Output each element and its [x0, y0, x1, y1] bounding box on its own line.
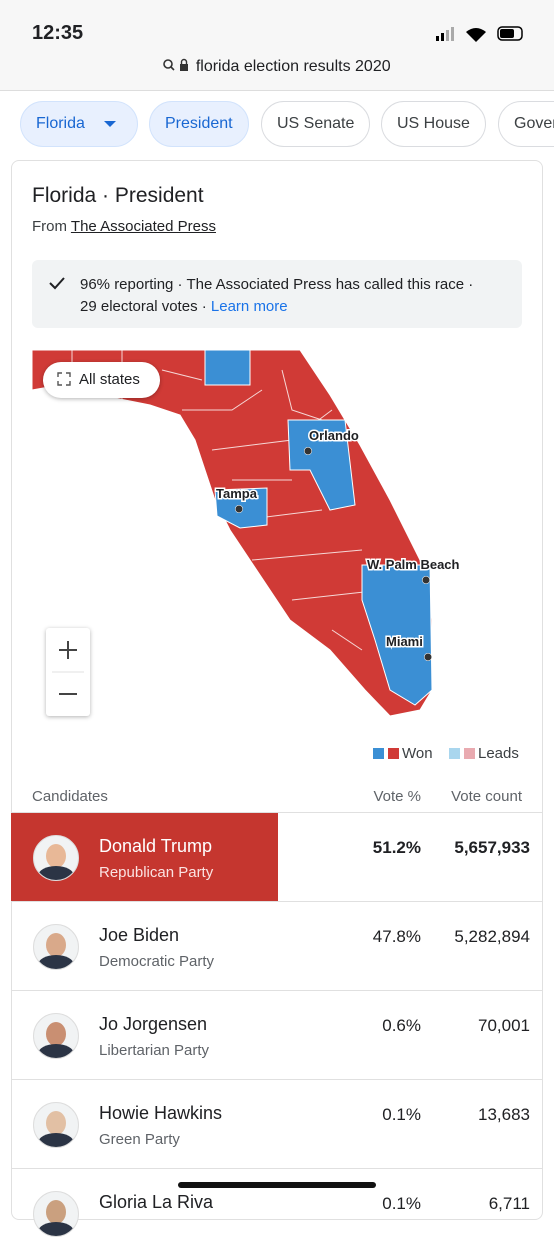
- column-header: Vote %: [373, 788, 421, 805]
- avatar-face: [46, 1200, 66, 1224]
- avatar: [33, 1102, 79, 1148]
- avatar-body: [38, 1133, 74, 1147]
- avatar-body: [38, 955, 74, 969]
- home-indicator: [178, 1182, 376, 1188]
- learn-more-link[interactable]: Learn more: [210, 298, 288, 315]
- party: Green Party: [99, 1131, 180, 1148]
- browser-chrome: [0, 0, 554, 91]
- expand-icon: [57, 372, 71, 386]
- avatar: [33, 1191, 79, 1237]
- dropdown-arrow: [103, 121, 116, 127]
- column-header: Vote count: [451, 788, 522, 805]
- tab[interactable]: President: [149, 101, 249, 147]
- avatar-face: [46, 933, 66, 957]
- all-states-button[interactable]: All states: [43, 362, 160, 398]
- url: florida election results 2020: [195, 58, 391, 75]
- avatar-face: [46, 1022, 66, 1046]
- vote-count: 13,683: [478, 1105, 530, 1124]
- source: From The Associated Press: [32, 218, 216, 235]
- avatar-face: [46, 844, 66, 868]
- candidate-row: Howie Hawkins Green Party 0.1% 13,683: [11, 1079, 543, 1169]
- city-label: Orlando: [309, 428, 359, 443]
- notice: [32, 260, 522, 328]
- candidate-name: Jo Jorgensen: [99, 1014, 208, 1034]
- avatar-body: [38, 866, 74, 880]
- tab[interactable]: Gover: [498, 101, 554, 147]
- card-title: Florida · President: [32, 184, 204, 207]
- address-bar[interactable]: florida election results 2020: [0, 58, 554, 76]
- avatar-body: [38, 1222, 74, 1236]
- vote-percent: 0.1%: [382, 1194, 421, 1213]
- all-states-label: All states: [79, 371, 140, 388]
- notice-line: 96% reporting · The Associated Press has…: [80, 276, 474, 293]
- column-header: Candidates: [32, 788, 108, 805]
- city-label: W. Palm Beach: [367, 557, 460, 572]
- candidate-name: Donald Trump: [99, 836, 213, 856]
- zoom-icons[interactable]: [46, 628, 90, 716]
- tab[interactable]: US Senate: [261, 101, 371, 147]
- avatar-body: [38, 1044, 74, 1058]
- party: Libertarian Party: [99, 1042, 210, 1059]
- candidate-name: Howie Hawkins: [99, 1103, 223, 1123]
- tab[interactable]: Florida: [20, 101, 138, 147]
- zoom-controls: [46, 628, 90, 716]
- legend-label: Leads: [478, 745, 519, 762]
- notice-text: 96% reporting · The Associated Press has…: [80, 274, 473, 318]
- map: Orlando Tampa W. Palm Beach Miami: [32, 350, 461, 717]
- party: Democratic Party: [99, 953, 215, 970]
- city-label: Miami: [386, 634, 423, 649]
- status-icons: [436, 26, 523, 42]
- tab-label: Florida: [36, 115, 85, 132]
- party: Republican Party: [99, 864, 214, 881]
- candidate-name: Gloria La Riva: [99, 1192, 214, 1212]
- clock: 12:35: [32, 22, 84, 44]
- candidate-row: Donald Trump Republican Party 51.2% 5,657,9…: [11, 812, 543, 902]
- source-link[interactable]: The Associated Press: [70, 218, 216, 235]
- legend-label: Won: [402, 745, 433, 762]
- notice-line: 29 electoral votes ·: [80, 298, 207, 315]
- won-swatch: [373, 748, 399, 759]
- vote-percent: 47.8%: [372, 927, 421, 946]
- vote-count: 5,657,933: [454, 838, 530, 857]
- check-icon: [49, 277, 65, 290]
- city-label: Tampa: [216, 486, 258, 501]
- avatar: [33, 1013, 79, 1059]
- source-prefix: From: [32, 218, 67, 235]
- avatar: [33, 924, 79, 970]
- vote-percent: 0.6%: [382, 1016, 421, 1035]
- candidate-row: Joe Biden Democratic Party 47.8% 5,282,894: [11, 901, 543, 991]
- vote-count: 5,282,894: [454, 927, 530, 946]
- vote-percent: 0.1%: [382, 1105, 421, 1124]
- vote-count: 70,001: [478, 1016, 530, 1035]
- search-lock-icon: [163, 58, 189, 71]
- avatar: [33, 835, 79, 881]
- vote-percent: 51.2%: [372, 838, 421, 857]
- candidate-row: Jo Jorgensen Libertarian Party 0.6% 70,001: [11, 990, 543, 1080]
- avatar-face: [46, 1111, 66, 1135]
- candidate-name: Joe Biden: [99, 925, 180, 945]
- leads-swatch: [449, 748, 475, 759]
- vote-count: 6,711: [488, 1194, 530, 1213]
- tab[interactable]: US House: [381, 101, 486, 147]
